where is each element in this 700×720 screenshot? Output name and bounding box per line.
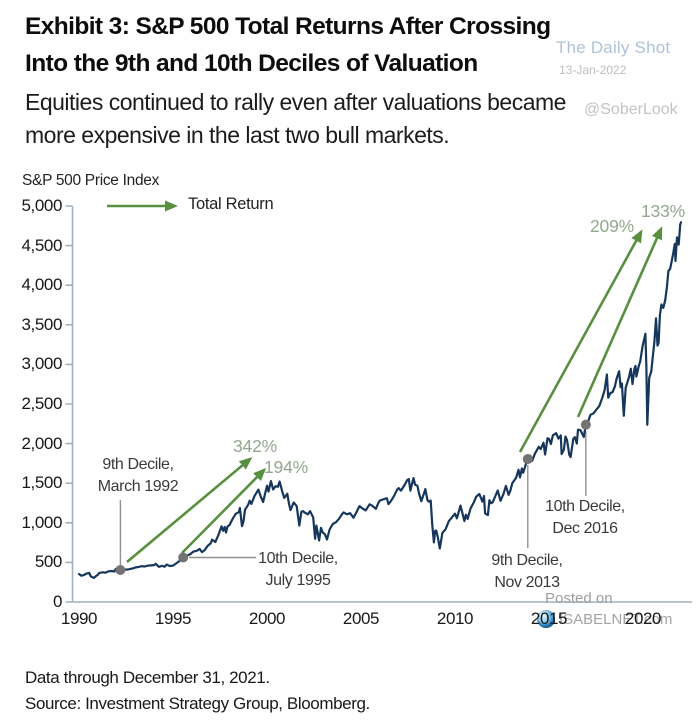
x-tick-label: 2000 (248, 609, 286, 628)
annotation-9th-decile-2013: 9th Decile, Nov 2013 (491, 552, 563, 591)
sp500-price-line (77, 221, 683, 580)
title-line-1: Exhibit 3: S&P 500 Total Returns After C… (25, 13, 551, 40)
y-tick-label: 4,000 (21, 275, 62, 295)
y-tick-label: 4,500 (21, 235, 62, 255)
x-tick-label: 1990 (60, 609, 98, 628)
y-tick-label: 1,000 (21, 512, 62, 532)
source-line: Source: Investment Strategy Group, Bloom… (25, 694, 370, 713)
x-tick-label: 1995 (154, 609, 192, 628)
decile-marker-dot (115, 565, 126, 576)
y-axis-title: S&P 500 Price Index (22, 172, 160, 189)
decile-marker-dot (522, 454, 533, 465)
return-label-133: 133% (641, 201, 685, 221)
total-return-arrow-icon (576, 226, 663, 418)
annotation-9th-decile-1992: 9th Decile, March 1992 (97, 456, 179, 495)
title-line-2: Into the 9th and 10th Deciles of Valuati… (25, 50, 478, 77)
x-tick-label: 2020 (624, 609, 662, 628)
y-tick-label: 2,000 (21, 433, 62, 453)
y-tick-label: 1,500 (21, 473, 62, 493)
total-return-arrow-icon (126, 457, 253, 563)
data-through-note: Data through December 31, 2021. (25, 668, 270, 687)
total-return-arrow-icon (518, 229, 643, 453)
isabelnet-watermark: ISABELNET.com (559, 611, 673, 628)
y-tick-label: 0 (52, 592, 62, 611)
exhibit-subtitle: Equities continued to rally even after v… (25, 86, 665, 152)
y-tick-label: 5,000 (21, 196, 62, 215)
y-tick-label: 2,500 (21, 394, 62, 413)
total-return-arrow-icon (181, 467, 267, 554)
chart-axes (65, 205, 692, 603)
return-label-194: 194% (264, 457, 308, 477)
y-tick-label: 3,500 (21, 314, 62, 334)
x-tick-label: 2010 (436, 609, 474, 628)
decile-marker-dot (580, 419, 591, 430)
return-label-342: 342% (233, 436, 277, 456)
annotation-10th-decile-1995: 10th Decile, July 1995 (258, 550, 338, 589)
exhibit-title: Exhibit 3: S&P 500 Total Returns After C… (25, 8, 665, 82)
watermark-date: 13-Jan-2022 (559, 63, 627, 77)
x-tick-label: 2015 (530, 609, 568, 628)
legend-total-return-label: Total Return (188, 195, 274, 213)
y-tick-label: 500 (34, 552, 63, 572)
subtitle-line-2: more expensive in the last two bull mark… (25, 122, 450, 148)
decile-marker-dot (178, 552, 189, 563)
soberlook-watermark: @SoberLook (584, 101, 678, 118)
return-label-209: 209% (590, 216, 634, 236)
isabelnet-globe-icon (537, 610, 555, 628)
subtitle-line-1: Equities continued to rally even after v… (25, 89, 566, 115)
daily-shot-watermark: The Daily Shot (556, 38, 671, 57)
annotation-10th-decile-2016: 10th Decile, Dec 2016 (545, 498, 625, 537)
posted-on-watermark: Posted on (545, 590, 613, 607)
y-tick-label: 3,000 (21, 354, 62, 374)
source-note: Data through December 31, 2021. Source: … (25, 665, 525, 717)
x-tick-label: 2005 (342, 609, 380, 628)
